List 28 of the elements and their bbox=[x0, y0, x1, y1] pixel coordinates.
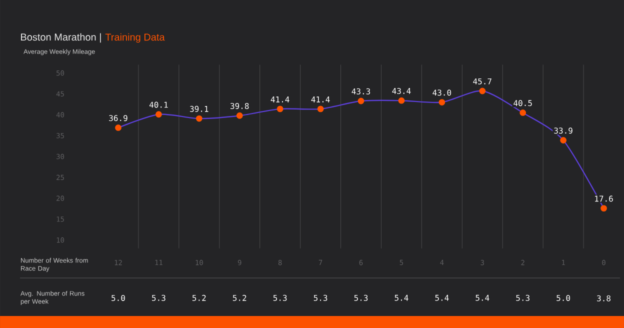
data-label: 41.4 bbox=[270, 96, 290, 102]
data-label: 5.2 bbox=[192, 294, 206, 301]
data-label: 5.2 bbox=[232, 294, 246, 301]
data-label: 45.7 bbox=[473, 78, 492, 84]
data-label: 5.3 bbox=[273, 294, 287, 301]
data-label: 39.8 bbox=[230, 102, 249, 110]
data-label: 5.0 bbox=[556, 294, 570, 302]
data-label: 5.3 bbox=[516, 294, 530, 301]
data-label: 36.9 bbox=[109, 115, 128, 122]
data-label: 17.6 bbox=[595, 196, 613, 202]
data-label: 41.4 bbox=[311, 96, 330, 102]
data-label: 40.5 bbox=[514, 100, 532, 106]
data-label: 40.1 bbox=[149, 102, 168, 108]
data-label: 5.0 bbox=[112, 294, 125, 302]
data-label: 5.4 bbox=[435, 294, 449, 301]
data-label: 39.1 bbox=[190, 106, 208, 112]
data-label: 33.9 bbox=[554, 128, 572, 134]
chart-subtitle: Training Data bbox=[105, 33, 165, 43]
data-label: 5.4 bbox=[394, 294, 408, 301]
data-label: 5.3 bbox=[152, 294, 166, 301]
data-label: 43.0 bbox=[432, 90, 452, 96]
data-label: 5.3 bbox=[354, 294, 368, 301]
chart-title: Boston Marathon | bbox=[21, 33, 101, 43]
data-label: 43.4 bbox=[392, 88, 411, 94]
data-label: 3.8 bbox=[597, 295, 610, 302]
data-label: 5.4 bbox=[476, 294, 490, 301]
data-label: 43.3 bbox=[352, 88, 370, 94]
data-label: 5.3 bbox=[314, 294, 328, 301]
